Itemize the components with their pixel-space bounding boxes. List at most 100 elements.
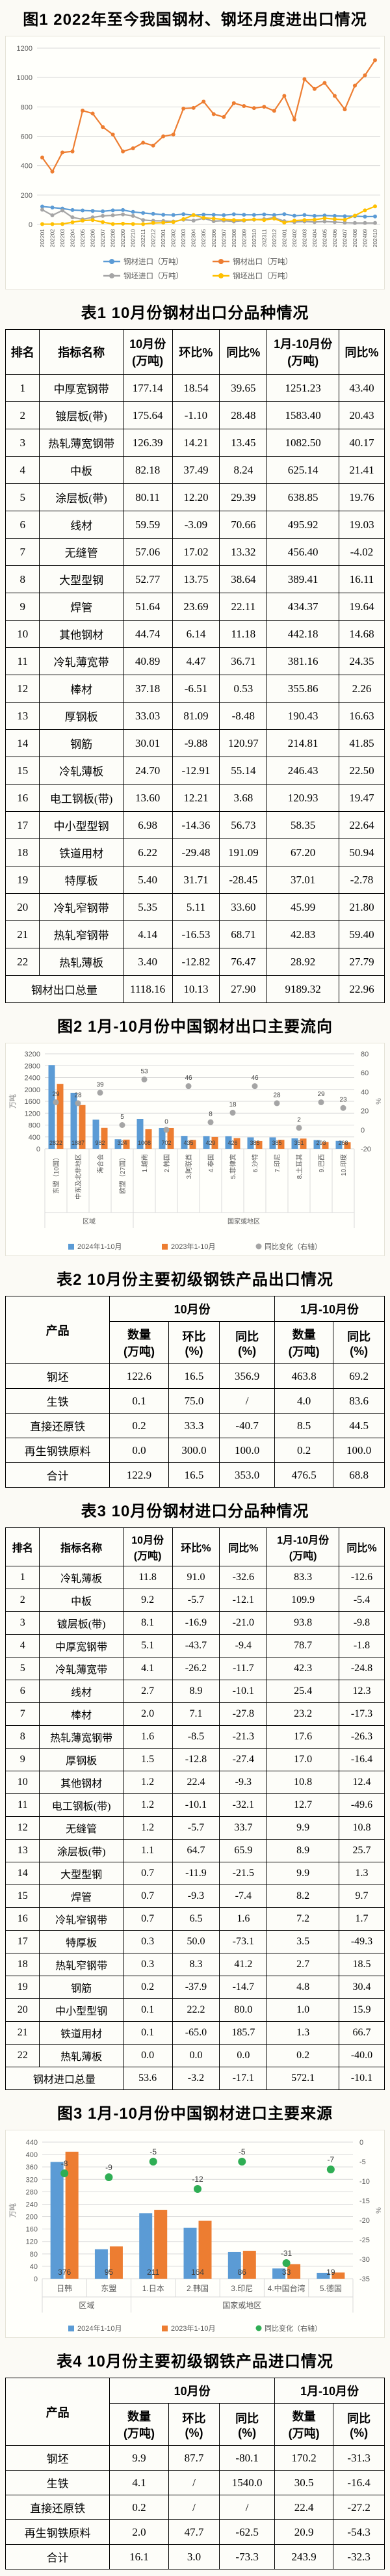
table-cell: 66.7 bbox=[339, 2021, 385, 2045]
table-row: 合计 16.1 3.0 -73.3 243.9 -32.3 bbox=[5, 2544, 385, 2569]
table-cell: 185.7 bbox=[219, 2021, 268, 2045]
table-cell: -10.1 bbox=[172, 1793, 220, 1817]
table-cell: 356.9 bbox=[219, 1363, 275, 1389]
svg-text:202206: 202206 bbox=[90, 229, 96, 248]
svg-text:982: 982 bbox=[95, 1140, 105, 1146]
svg-text:-5: -5 bbox=[359, 2158, 366, 2166]
table-cell: -16.4 bbox=[333, 2470, 385, 2495]
figure1-line-chart-svg: 0 200 400 600 800 1000 1200 202201 202202 202203 2… bbox=[17, 45, 380, 280]
svg-text:202408: 202408 bbox=[352, 229, 358, 248]
table-cell: 焊管 bbox=[39, 1885, 124, 1908]
table-cell: 9189.32 bbox=[266, 975, 340, 1003]
table-cell: 442.18 bbox=[266, 620, 340, 648]
svg-text:5: 5 bbox=[120, 1114, 124, 1121]
svg-text:6.沙特: 6.沙特 bbox=[252, 1154, 259, 1172]
svg-text:18: 18 bbox=[229, 1101, 237, 1108]
table-cell: 10.13 bbox=[172, 975, 220, 1003]
table-row: 5 涂层板(带) 80.11 12.20 29.39 638.85 19.76 bbox=[5, 483, 385, 511]
table-row: 14 大型型钢 0.7 -11.9 -21.5 9.9 1.3 bbox=[5, 1862, 385, 1885]
column-header: 10月份 (万吨) bbox=[122, 1527, 173, 1566]
table-cell: 65.9 bbox=[219, 1839, 268, 1862]
table-row: 5 冷轧薄宽带 4.1 -26.2 -11.7 42.3 -24.8 bbox=[5, 1657, 385, 1680]
table-row: 7 无缝管 57.06 17.02 13.32 456.40 -4.02 bbox=[5, 538, 385, 566]
table-header-row: 产品 10月份 1月-10月份 bbox=[5, 2378, 385, 2446]
table-cell: 钢材进口总量 bbox=[5, 2067, 124, 2090]
table-cell: 0.2 bbox=[122, 1976, 173, 1999]
table-cell: -11.9 bbox=[172, 1862, 220, 1885]
svg-text:320: 320 bbox=[26, 2176, 38, 2184]
table-cell: 镀层板(带) bbox=[39, 401, 124, 429]
svg-text:33: 33 bbox=[282, 2268, 291, 2277]
table-cell: 12.21 bbox=[172, 784, 220, 812]
figure2-caption: 图2 1月-10月份中国钢材出口主要流向 bbox=[57, 1018, 333, 1036]
table-cell: 6 bbox=[5, 511, 40, 539]
table-cell: 12.4 bbox=[339, 1771, 385, 1794]
table-row: 17 中小型型钢 6.98 -14.36 56.73 58.35 22.64 bbox=[5, 811, 385, 839]
table-cell: 16.5 bbox=[168, 1363, 220, 1389]
table-cell: -11.7 bbox=[219, 1657, 268, 1680]
table-cell: -5.7 bbox=[172, 1816, 220, 1840]
table-cell: -9.4 bbox=[219, 1634, 268, 1657]
table-cell: 47.7 bbox=[168, 2519, 220, 2545]
svg-text:9.巴西: 9.巴西 bbox=[318, 1154, 326, 1172]
table-cell: 线材 bbox=[39, 511, 124, 539]
table-cell: 81.09 bbox=[172, 702, 220, 730]
table-cell: 9.2 bbox=[122, 1589, 173, 1612]
table-cell: 120.93 bbox=[266, 784, 340, 812]
table-cell: -12.91 bbox=[172, 757, 220, 785]
table-cell: -29.48 bbox=[172, 839, 220, 866]
svg-text:7.印尼: 7.印尼 bbox=[274, 1154, 281, 1172]
table-cell: -14.36 bbox=[172, 811, 220, 839]
column-header: 数量 (万吨) bbox=[274, 2403, 334, 2446]
table-cell: 5 bbox=[5, 483, 40, 511]
svg-text:86: 86 bbox=[238, 2268, 247, 2277]
table-cell: 0.0 bbox=[122, 2044, 173, 2067]
table-row: 12 无缝管 1.2 -5.7 33.7 9.9 10.8 bbox=[5, 1816, 385, 1840]
table-cell: 19 bbox=[5, 866, 40, 894]
svg-text:区域: 区域 bbox=[79, 2301, 94, 2310]
table-row: 3 热轧薄宽钢带 126.39 14.21 13.45 1082.50 40.17 bbox=[5, 429, 385, 457]
svg-text:同比变化（右轴）: 同比变化（右轴） bbox=[265, 2324, 322, 2333]
svg-text:23: 23 bbox=[339, 1097, 347, 1104]
svg-text:5.菲律宾: 5.菲律宾 bbox=[229, 1154, 237, 1179]
table-cell: 5.40 bbox=[122, 866, 173, 894]
table-cell: 14.68 bbox=[339, 620, 385, 648]
svg-text:202204: 202204 bbox=[70, 229, 76, 248]
table-cell: 1.5 bbox=[122, 1748, 173, 1771]
svg-text:钢材进口（万吨）: 钢材进口（万吨） bbox=[124, 257, 183, 266]
table-cell: 中厚宽钢带 bbox=[39, 374, 124, 402]
table-cell: 21.41 bbox=[339, 456, 385, 484]
table-cell: 9.9 bbox=[266, 1862, 340, 1885]
svg-text:202212: 202212 bbox=[150, 229, 157, 248]
table-cell: 83.6 bbox=[333, 1388, 385, 1414]
svg-text:202407: 202407 bbox=[341, 229, 348, 248]
table-cell: 353.0 bbox=[219, 1462, 275, 1488]
table-cell: 8.5 bbox=[274, 1413, 334, 1438]
table-cell: -43.7 bbox=[172, 1634, 220, 1657]
table-cell: 28.48 bbox=[219, 401, 268, 429]
table-row: 19 特厚板 5.40 31.71 -28.45 37.01 -2.78 bbox=[5, 866, 385, 894]
table-cell: 5.11 bbox=[172, 893, 220, 921]
table-cell: 8.2 bbox=[266, 1885, 340, 1908]
table-row: 钢坯 122.6 16.5 356.9 463.8 69.2 bbox=[5, 1363, 385, 1389]
svg-text:28: 28 bbox=[273, 1092, 281, 1099]
table-cell: 线材 bbox=[39, 1680, 124, 1703]
table-cell: 6.5 bbox=[172, 1907, 220, 1931]
table-cell: 52.77 bbox=[122, 565, 173, 593]
svg-text:40: 40 bbox=[30, 2263, 38, 2271]
table-cell: 24.70 bbox=[122, 757, 173, 785]
table-cell: 476.5 bbox=[274, 1462, 334, 1488]
table-cell: -14.7 bbox=[219, 1976, 268, 1999]
table-cell: 44.74 bbox=[122, 620, 173, 648]
column-header: 产品 bbox=[5, 2378, 110, 2446]
svg-text:240: 240 bbox=[26, 2201, 38, 2208]
table-cell: 190.43 bbox=[266, 702, 340, 730]
table-cell: -26.2 bbox=[172, 1657, 220, 1680]
table-cell: -73.3 bbox=[219, 2544, 275, 2569]
table-cell: 53.6 bbox=[122, 2067, 173, 2090]
table-cell: 冷轧窄钢带 bbox=[39, 1907, 124, 1931]
table-cell: -7.4 bbox=[219, 1885, 268, 1908]
table-cell: -28.45 bbox=[219, 866, 268, 894]
svg-text:202310: 202310 bbox=[251, 229, 257, 248]
